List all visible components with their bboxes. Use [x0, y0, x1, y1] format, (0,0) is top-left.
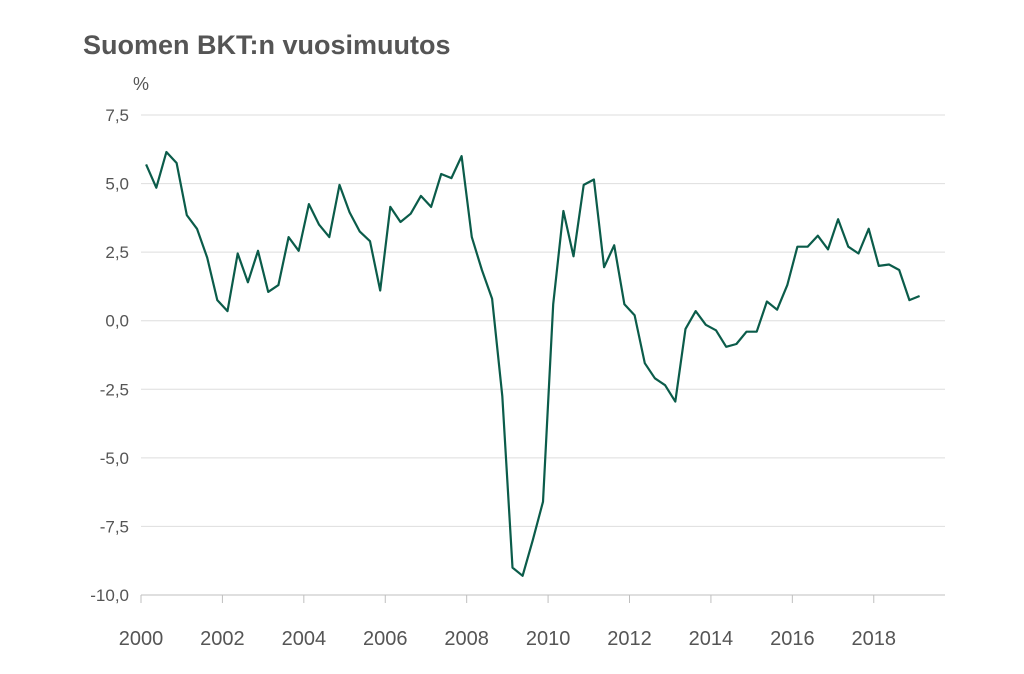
x-tick-label: 2002	[200, 628, 245, 650]
y-tick-label: 0,0	[105, 312, 129, 331]
x-tick-label: 2012	[607, 628, 652, 650]
x-tick-label: 2014	[689, 628, 734, 650]
y-axis-unit-label: %	[133, 74, 150, 94]
y-tick-label: -10,0	[90, 586, 129, 605]
x-tick-label: 2018	[852, 628, 897, 650]
x-axis-ticks: 2000 2002 2004 2006 2008 2010 2012 2014 2016 2018	[119, 595, 896, 650]
y-tick-label: -5,0	[100, 449, 129, 468]
x-tick-label: 2008	[444, 628, 489, 650]
chart-title: Suomen BKT:n vuosimuutos	[83, 30, 451, 60]
y-tick-label: -2,5	[100, 380, 129, 399]
y-tick-label: 2,5	[105, 243, 129, 262]
x-tick-label: 2016	[770, 628, 815, 650]
y-tick-label: 7,5	[105, 106, 129, 125]
series-line	[145, 150, 921, 577]
y-tick-label: 5,0	[105, 175, 129, 194]
x-tick-label: 2006	[363, 628, 408, 650]
y-tick-label: -7,5	[100, 517, 129, 536]
x-tick-label: 2000	[119, 628, 164, 650]
gridlines	[141, 114, 945, 596]
x-tick-label: 2004	[282, 628, 327, 650]
x-tick-label: 2010	[526, 628, 571, 650]
y-axis-ticks: 7,5 5,0 2,5 0,0 -2,5 -5,0 -7,5 -10,0	[90, 106, 129, 605]
